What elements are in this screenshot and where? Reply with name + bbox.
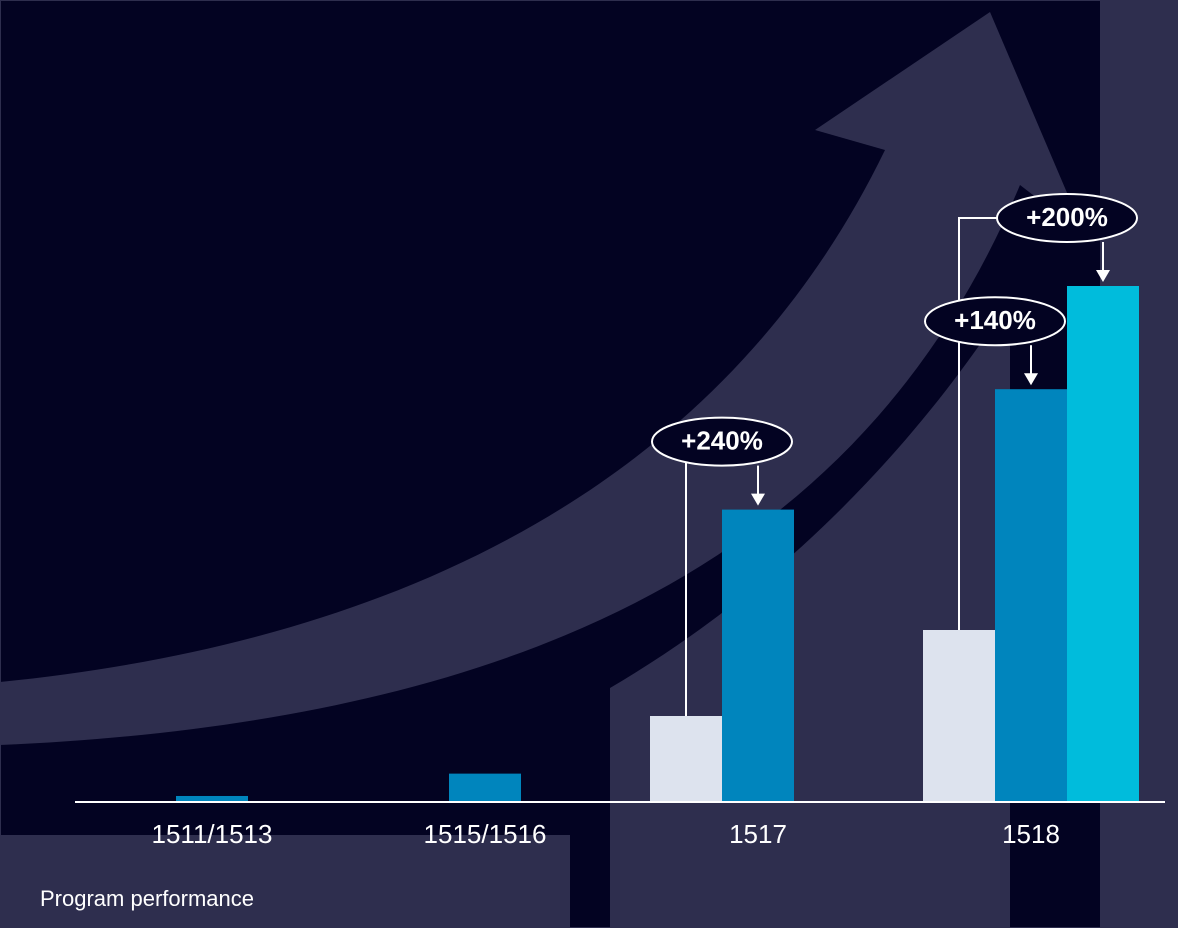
callout (651, 416, 793, 467)
arrow-shape (0, 12, 1085, 745)
callout (996, 193, 1138, 243)
x-tick-label: 1515/1516 (424, 819, 547, 849)
callout (924, 296, 1066, 347)
arrow-head (1096, 270, 1110, 282)
bar (923, 630, 995, 802)
bar (650, 716, 722, 802)
connector (958, 217, 997, 630)
bar (722, 509, 794, 802)
bar (449, 773, 521, 802)
x-tick-label: 1518 (1002, 819, 1060, 849)
x-tick-label: 1511/1513 (152, 819, 273, 849)
arrow-head (1024, 373, 1038, 386)
background-column (0, 835, 570, 928)
arrow-head (751, 493, 765, 506)
annotation: +140% (954, 305, 1036, 335)
bar (1067, 286, 1139, 802)
x-tick-label: 1517 (729, 819, 787, 849)
caption: Program performance (40, 886, 254, 911)
bar (176, 795, 248, 802)
annotation: +200% (1026, 202, 1108, 232)
bar (995, 389, 1067, 802)
annotation: +240% (681, 425, 763, 455)
